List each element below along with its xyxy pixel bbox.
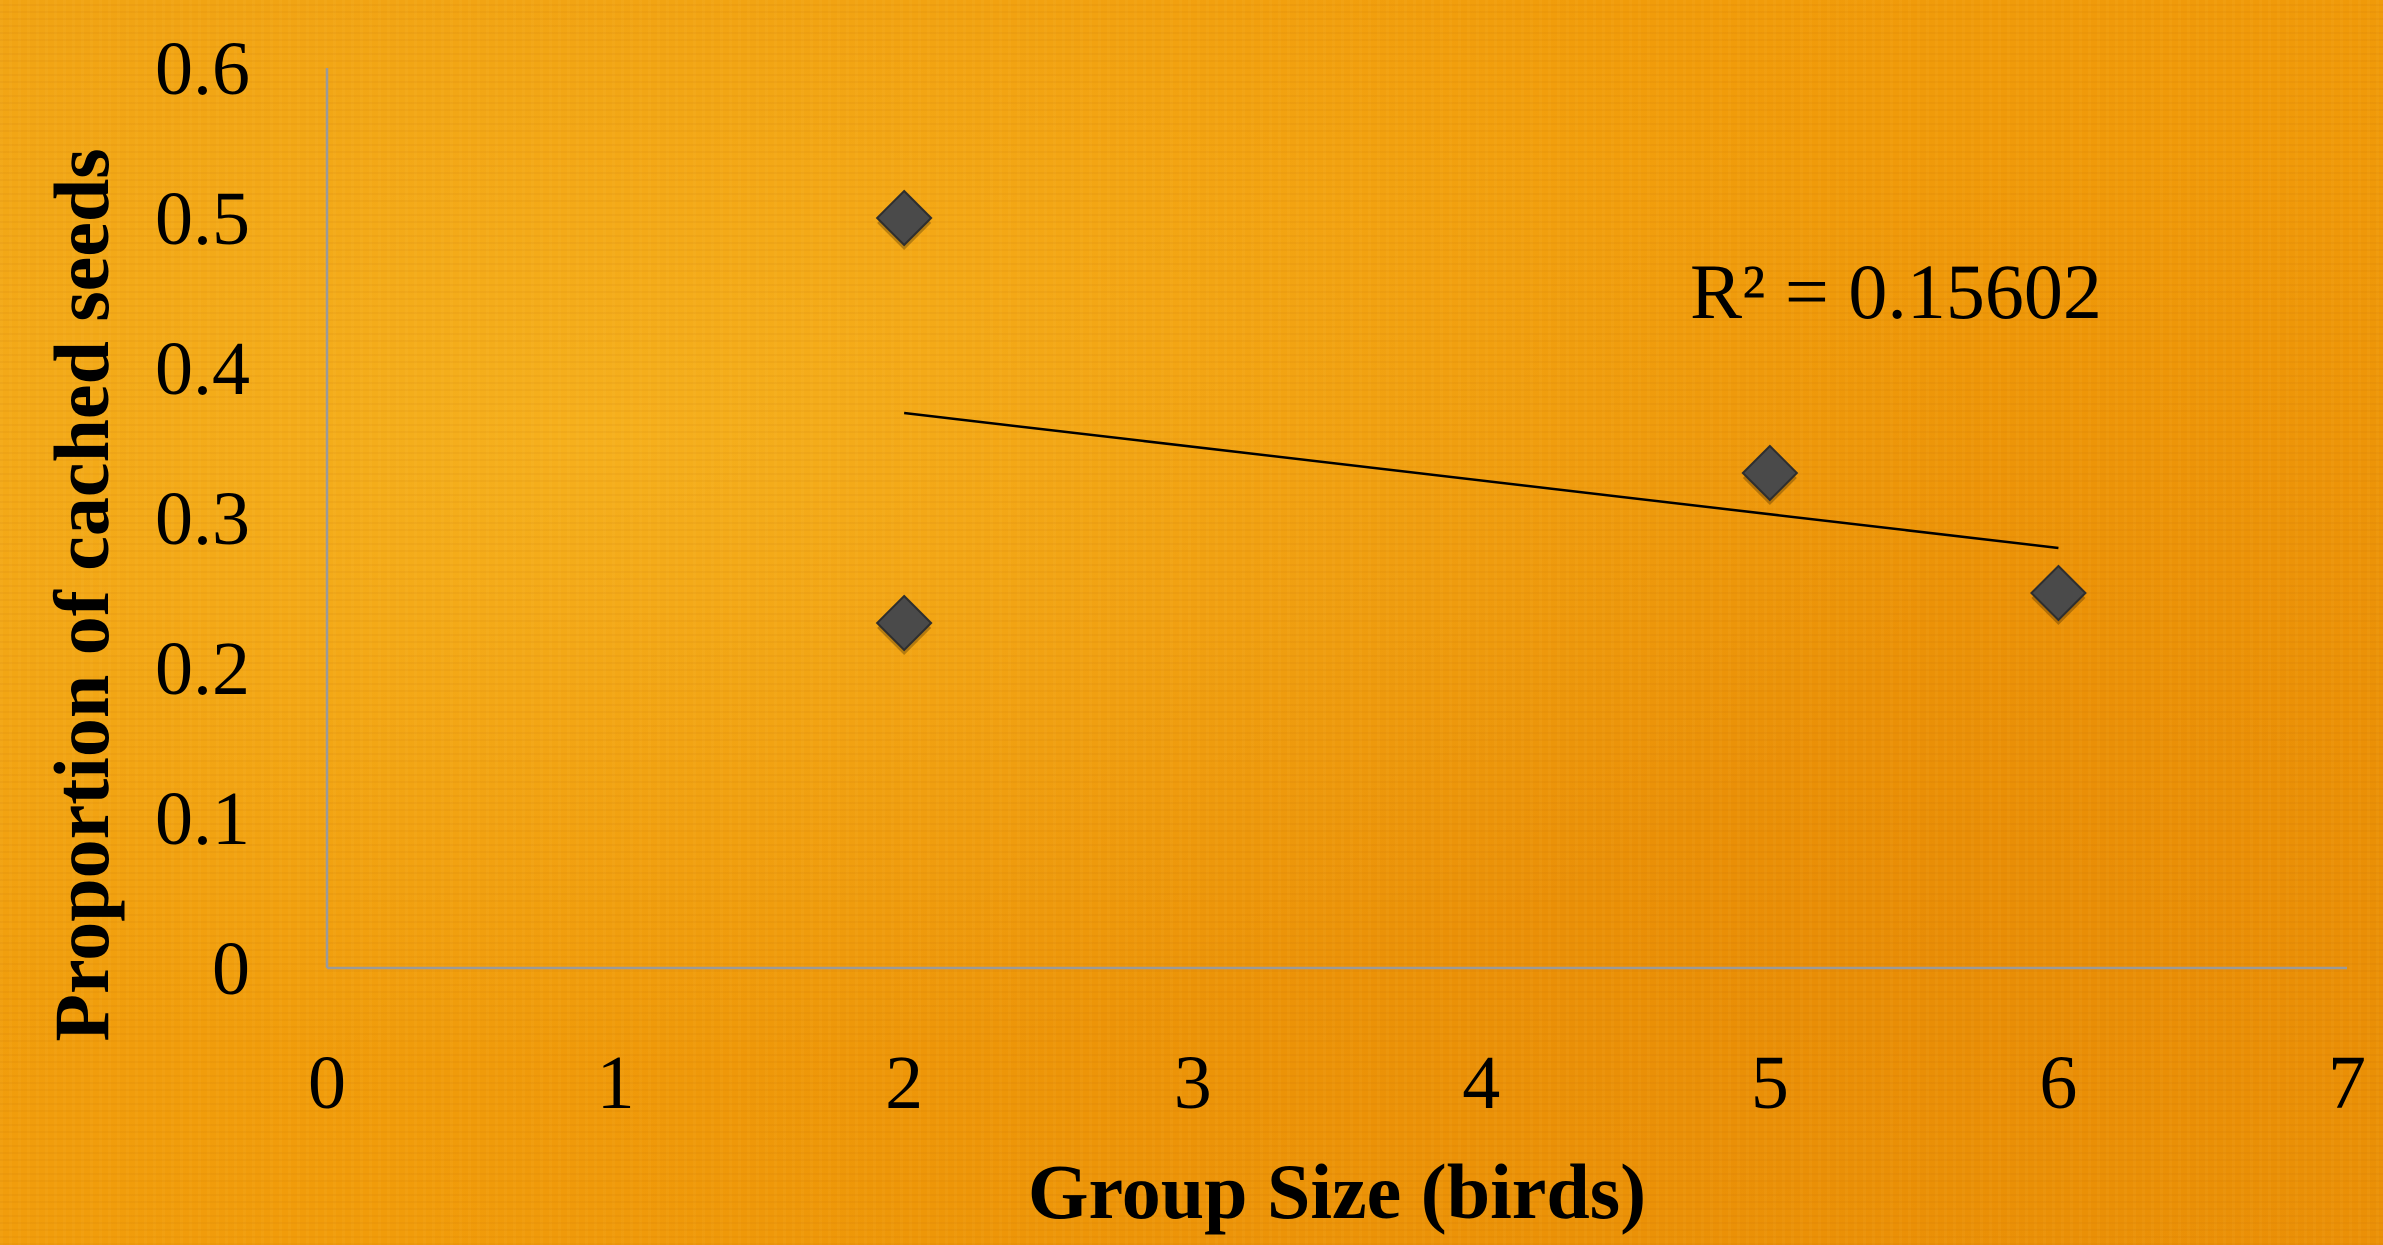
- x-tick-label: 5: [1751, 1041, 1789, 1125]
- y-tick-label: 0: [212, 927, 250, 1011]
- x-tick-label: 0: [308, 1041, 346, 1125]
- y-tick-label: 0.3: [155, 477, 250, 561]
- y-axis-title: Proportion of cached seeds: [38, 148, 125, 1041]
- x-tick-label: 1: [597, 1041, 635, 1125]
- data-points: [875, 189, 2087, 655]
- y-tick-label: 0.1: [155, 777, 250, 861]
- y-tick-label: 0.4: [155, 327, 250, 411]
- tick-labels: 0 1 2 3 4 5 6 7 0 0.1 0.2 0.3 0.4 0.5 0.6: [155, 27, 2366, 1125]
- x-tick-label: 3: [1174, 1041, 1212, 1125]
- trendline-group: [903, 411, 2059, 550]
- trendline: [903, 411, 2059, 550]
- x-axis-title: Group Size (birds): [1028, 1148, 1646, 1235]
- x-tick-label: 2: [885, 1041, 923, 1125]
- data-point: [875, 594, 933, 652]
- y-tick-label: 0.2: [155, 627, 250, 711]
- data-point: [1741, 444, 1799, 502]
- x-tick-label: 6: [2039, 1041, 2077, 1125]
- x-tick-label: 4: [1462, 1041, 1500, 1125]
- y-tick-label: 0.5: [155, 177, 250, 261]
- chart-axes: [325, 68, 2347, 970]
- data-point: [875, 189, 933, 247]
- x-tick-label: 7: [2328, 1041, 2366, 1125]
- data-point: [2030, 564, 2087, 622]
- r-squared-annotation: R² = 0.15602: [1690, 248, 2102, 335]
- y-tick-label: 0.6: [155, 27, 250, 111]
